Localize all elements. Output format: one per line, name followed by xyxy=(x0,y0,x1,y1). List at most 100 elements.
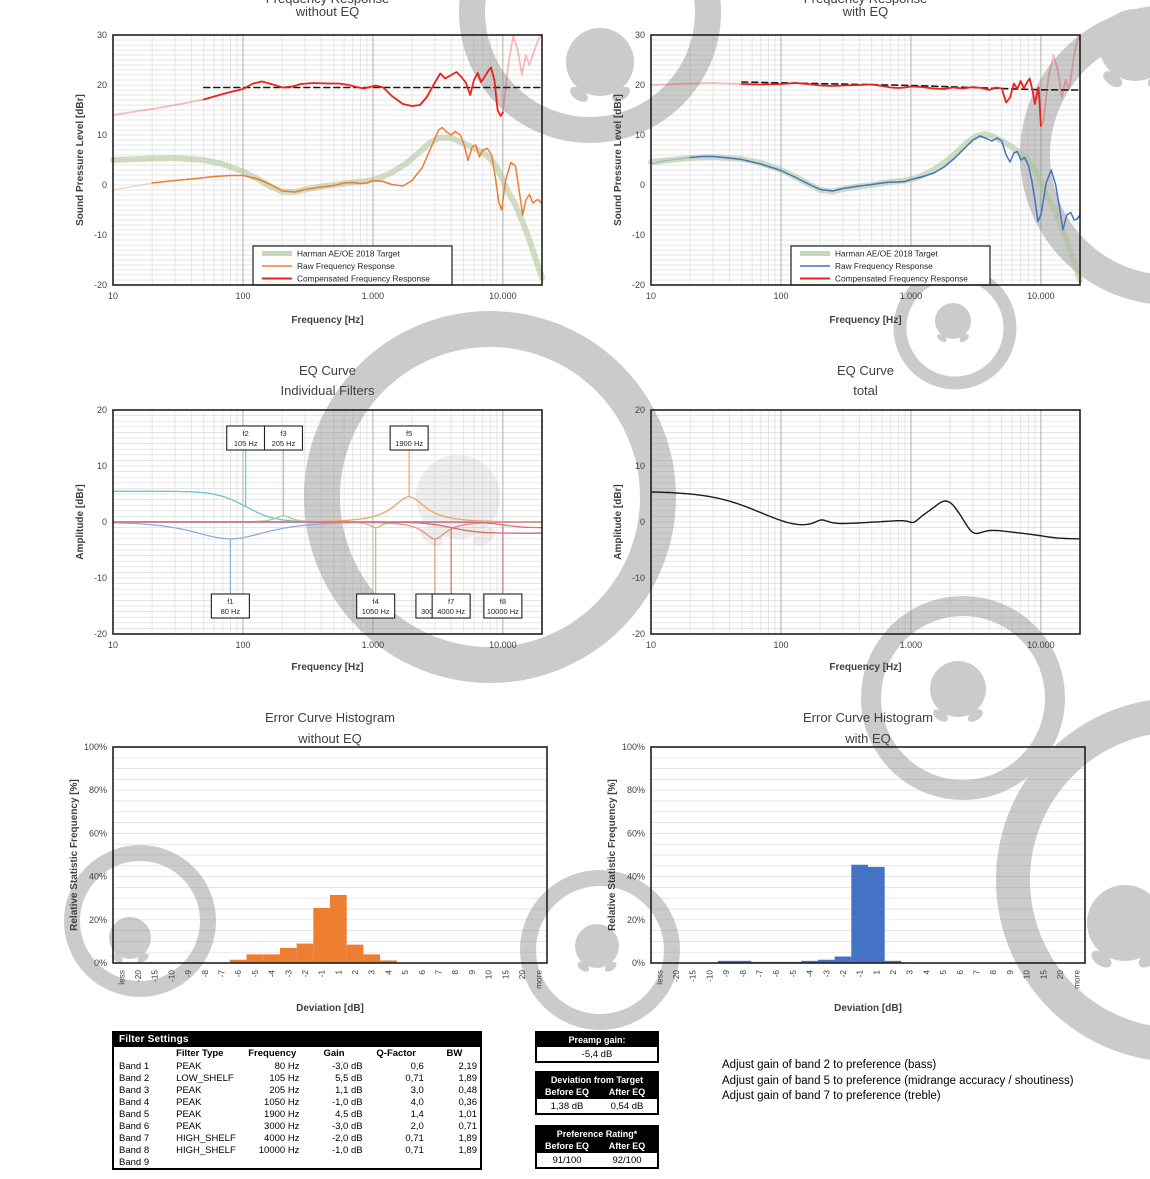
col-header-filter-type: Filter Type xyxy=(176,1048,224,1059)
filter-table-cell: Band 6 xyxy=(119,1120,150,1132)
svg-text:-8: -8 xyxy=(200,970,210,978)
filter-table-cell: 4,5 dB xyxy=(335,1108,363,1120)
svg-text:10: 10 xyxy=(635,461,645,471)
svg-text:60%: 60% xyxy=(89,828,107,838)
preference-title: Preference Rating* xyxy=(537,1127,657,1141)
svg-text:Error Curve Histogram: Error Curve Histogram xyxy=(803,710,933,725)
svg-text:f3: f3 xyxy=(280,429,286,438)
svg-text:100%: 100% xyxy=(622,742,645,752)
svg-text:20: 20 xyxy=(517,970,527,980)
svg-text:-1: -1 xyxy=(317,970,327,978)
filter-table-row: Band 8 HIGH_SHELF 10000 Hz -1,0 dB 0,71 1,89 xyxy=(114,1144,480,1156)
col-header-band xyxy=(114,1047,176,1060)
svg-text:10000 Hz: 10000 Hz xyxy=(487,607,519,616)
svg-text:without EQ: without EQ xyxy=(297,731,362,746)
svg-text:10: 10 xyxy=(97,461,107,471)
svg-text:80%: 80% xyxy=(89,785,107,795)
svg-text:0%: 0% xyxy=(94,958,107,968)
histogram-bar xyxy=(868,866,885,963)
svg-text:total: total xyxy=(853,383,878,398)
svg-text:Compensated Frequency Response: Compensated Frequency Response xyxy=(835,274,968,284)
histogram-bar xyxy=(801,960,818,963)
preference-after-value: 92/100 xyxy=(612,1154,642,1166)
svg-text:8: 8 xyxy=(988,970,998,975)
watermark-ball-icon xyxy=(1099,9,1150,88)
preference-rating-box: Preference Rating* Before EQ After EQ 91… xyxy=(535,1125,659,1169)
filter-table-header-row: Filter Type Frequency Gain Q-Factor BW xyxy=(114,1047,480,1060)
svg-text:10: 10 xyxy=(635,130,645,140)
svg-text:5: 5 xyxy=(938,970,948,975)
filter-table-cell: 1,89 xyxy=(458,1132,478,1144)
filter-table-cell: 1,01 xyxy=(458,1108,478,1120)
svg-text:-4: -4 xyxy=(267,970,277,978)
histogram-bar xyxy=(246,954,264,963)
watermark-logo xyxy=(64,845,216,997)
filter-table-cell: 105 Hz xyxy=(269,1072,300,1084)
svg-text:100%: 100% xyxy=(84,742,107,752)
svg-text:f2: f2 xyxy=(243,429,249,438)
svg-text:Deviation [dB]: Deviation [dB] xyxy=(296,1003,364,1014)
svg-text:1.000: 1.000 xyxy=(900,640,923,650)
svg-text:1.000: 1.000 xyxy=(362,640,385,650)
svg-text:6: 6 xyxy=(955,970,965,975)
filter-table-cell: -3,0 dB xyxy=(331,1120,363,1132)
chart-fr_with: Frequency Responsewith EQ Harman AE/OE 20… xyxy=(613,0,1083,326)
svg-text:-20: -20 xyxy=(632,629,645,639)
svg-text:-20: -20 xyxy=(133,970,143,982)
watermark-ball-icon xyxy=(935,303,971,343)
filter-table-cell: 10000 Hz xyxy=(258,1144,300,1156)
svg-text:-20: -20 xyxy=(671,970,681,982)
filter-table-cell: HIGH_SHELF xyxy=(176,1132,236,1144)
filter-table-cell: 2,0 xyxy=(410,1120,424,1132)
filter-table-cell: 3,0 xyxy=(410,1084,424,1096)
svg-text:-10: -10 xyxy=(166,970,176,982)
svg-text:Amplitude [dBr]: Amplitude [dBr] xyxy=(613,484,624,560)
svg-text:Error Curve Histogram: Error Curve Histogram xyxy=(265,710,395,725)
svg-text:f1: f1 xyxy=(227,597,233,606)
filter-table-cell: -3,0 dB xyxy=(331,1060,363,1072)
svg-text:less: less xyxy=(116,970,126,985)
svg-text:f5: f5 xyxy=(406,429,412,438)
preference-col-before: Before EQ xyxy=(544,1141,589,1151)
histogram-bar xyxy=(734,960,752,963)
filter-table-cell: 0,71 xyxy=(405,1144,424,1156)
chart-fr_without: Frequency Responsewithout EQ Harman AE/OE… xyxy=(75,0,545,326)
col-header-frequency: Frequency xyxy=(248,1048,297,1059)
svg-text:Sound Pressure Level [dBr]: Sound Pressure Level [dBr] xyxy=(75,94,86,226)
histogram-bar xyxy=(229,959,247,963)
svg-text:2: 2 xyxy=(350,970,360,975)
svg-text:-3: -3 xyxy=(283,970,293,978)
svg-text:-10: -10 xyxy=(632,230,645,240)
deviation-title: Deviation from Target xyxy=(537,1073,657,1087)
legend: Harman AE/OE 2018 Target Raw Frequency Re… xyxy=(790,245,991,286)
svg-text:EQ Curve: EQ Curve xyxy=(299,363,356,378)
filter-table-cell: 1050 Hz xyxy=(264,1096,300,1108)
svg-text:-8: -8 xyxy=(738,970,748,978)
svg-text:20: 20 xyxy=(97,405,107,415)
svg-text:10.000: 10.000 xyxy=(489,640,517,650)
filter-table-cell: 1,1 dB xyxy=(335,1084,363,1096)
svg-text:10: 10 xyxy=(484,970,494,980)
svg-text:Harman AE/OE 2018 Target: Harman AE/OE 2018 Target xyxy=(835,249,938,259)
svg-text:20: 20 xyxy=(635,80,645,90)
svg-text:-7: -7 xyxy=(217,970,227,978)
svg-text:1: 1 xyxy=(871,970,881,975)
histogram-bar xyxy=(817,959,835,963)
svg-text:-6: -6 xyxy=(771,970,781,978)
svg-text:0: 0 xyxy=(102,180,107,190)
deviation-col-after: After EQ xyxy=(608,1087,646,1097)
svg-text:f4: f4 xyxy=(373,597,379,606)
watermark-layer xyxy=(64,0,1150,1060)
svg-text:10: 10 xyxy=(646,640,656,650)
preference-before-value: 91/100 xyxy=(552,1154,582,1166)
filter-table-cell: -1,0 dB xyxy=(331,1096,363,1108)
